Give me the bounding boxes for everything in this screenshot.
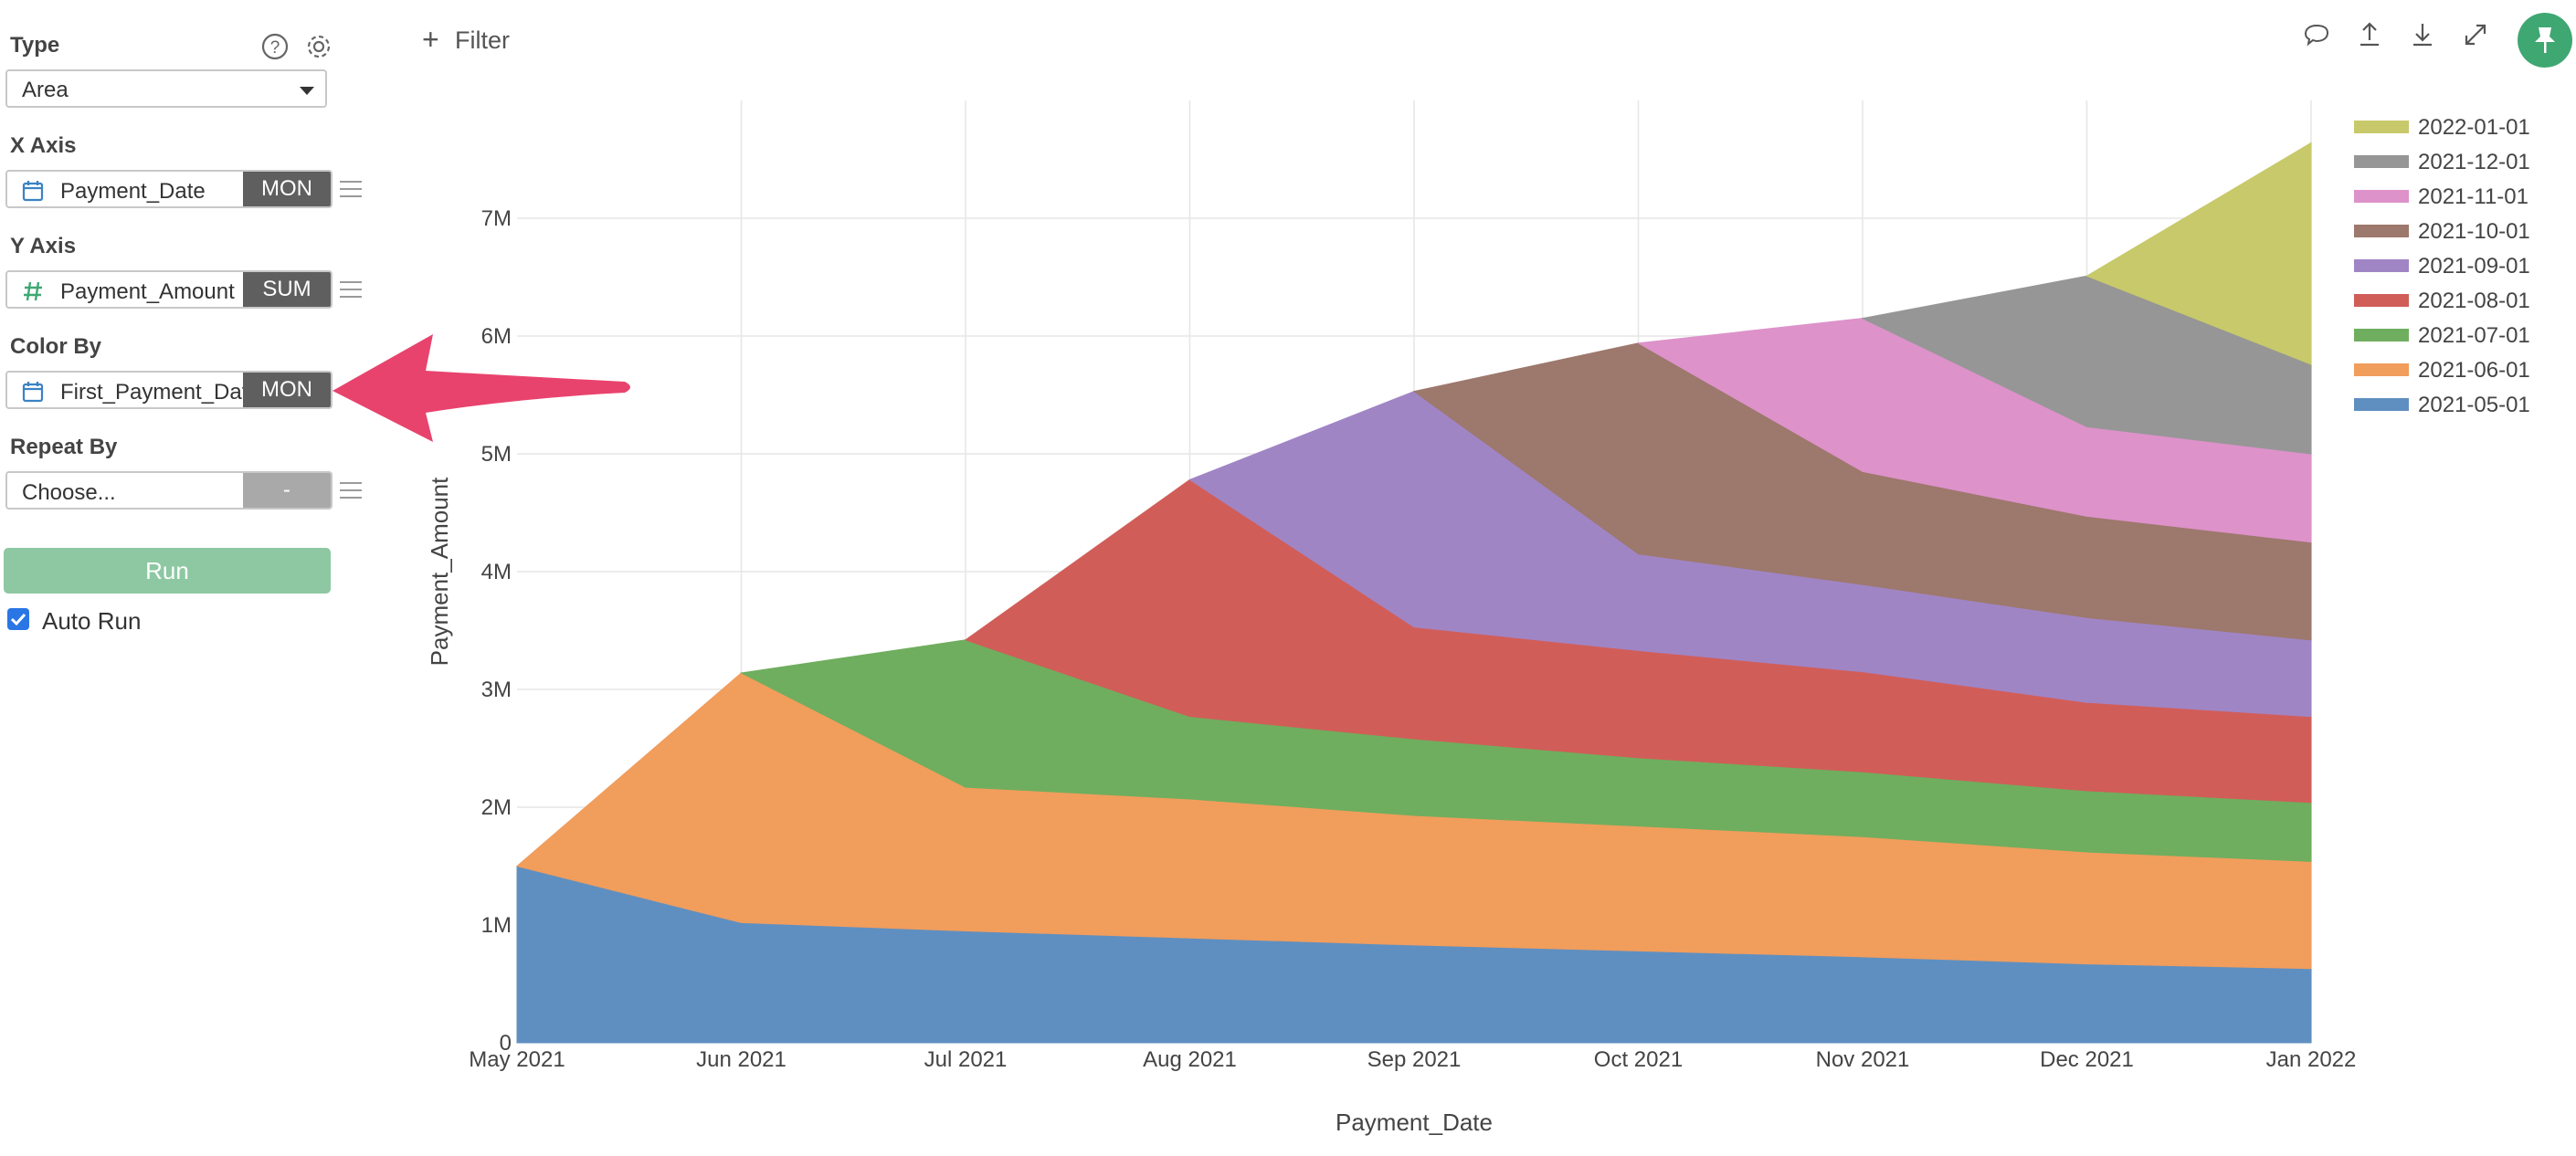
hash-icon [22,280,44,302]
legend-label[interactable]: 2021-06-01 [2418,358,2530,383]
y-tick-label: 3M [481,678,512,702]
expand-icon[interactable] [2461,20,2490,49]
svg-text:?: ? [270,38,280,58]
x-tick-label: Sep 2021 [1367,1047,1462,1072]
x-axis-title: Payment_Date [1336,1109,1493,1136]
y-axis-menu-icon[interactable] [340,281,362,300]
color-by-field[interactable]: First_Payment_Date MON [5,371,333,409]
legend-swatch[interactable] [2354,363,2409,376]
x-tick-label: Aug 2021 [1143,1047,1237,1072]
x-tick-label: Jan 2022 [2266,1047,2357,1072]
legend-swatch[interactable] [2354,190,2409,203]
y-tick-label: 5M [481,442,512,467]
legend-label[interactable]: 2021-07-01 [2418,323,2530,348]
legend-label[interactable]: 2022-01-01 [2418,115,2530,140]
y-tick-label: 1M [481,913,512,938]
x-axis-field[interactable]: Payment_Date MON [5,170,333,208]
help-icon[interactable]: ? [259,31,290,62]
chart-type-select[interactable]: Area [5,69,327,108]
area-series-2022-01-01[interactable] [2085,142,2312,365]
color-by-label: Color By [10,334,102,359]
config-panel: Type ? Area X Axis Payment_Date MON Y Ax… [0,0,365,1156]
legend-label[interactable]: 2021-12-01 [2418,150,2530,174]
calendar-icon [22,180,44,202]
pin-icon [2535,27,2555,53]
legend-label[interactable]: 2021-11-01 [2418,184,2528,209]
legend-swatch[interactable] [2354,294,2409,307]
x-tick-label: May 2021 [469,1047,565,1072]
x-axis-menu-icon[interactable] [340,181,362,199]
chart-legend: 2022-01-01 2021-12-01 2021-11-01 2021-10-01… [2354,115,2530,417]
y-tick-label: 6M [481,324,512,349]
x-axis-label: X Axis [10,133,77,158]
x-axis-aggregation[interactable]: MON [243,172,331,206]
repeat-by-label: Repeat By [10,435,118,459]
x-tick-label: Dec 2021 [2040,1047,2134,1072]
color-by-field-name: First_Payment_Date [60,380,248,405]
legend-label[interactable]: 2021-09-01 [2418,254,2530,278]
y-tick-label: 4M [481,560,512,584]
y-axis-label: Y Axis [10,234,77,258]
y-axis-aggregation[interactable]: SUM [243,272,331,307]
legend-label[interactable]: 2021-10-01 [2418,219,2530,244]
chevron-down-icon [300,87,314,95]
y-tick-label: 7M [481,206,512,231]
pin-button[interactable] [2518,13,2572,68]
comment-icon[interactable] [2302,20,2331,49]
legend-swatch[interactable] [2354,225,2409,237]
legend-swatch[interactable] [2354,329,2409,342]
upload-icon[interactable] [2355,20,2384,49]
x-axis-field-name: Payment_Date [60,179,206,204]
x-tick-label: Jun 2021 [696,1047,787,1072]
plus-icon: + [422,23,439,56]
legend-swatch[interactable] [2354,121,2409,133]
y-tick-label: 0 [500,1031,512,1056]
calendar-icon [22,381,44,403]
auto-run-label: Auto Run [42,607,142,635]
y-axis-field[interactable]: Payment_Amount SUM [5,270,333,309]
x-tick-label: Jul 2021 [924,1047,1008,1072]
legend-swatch[interactable] [2354,259,2409,272]
auto-run-checkbox[interactable] [7,608,29,630]
y-tick-label: 2M [481,795,512,820]
repeat-by-field[interactable]: Choose... - [5,471,333,510]
y-axis-field-name: Payment_Amount [60,279,235,304]
gear-icon[interactable] [303,31,334,62]
legend-swatch[interactable] [2354,398,2409,411]
repeat-by-menu-icon[interactable] [340,482,362,500]
legend-swatch[interactable] [2354,155,2409,168]
run-button[interactable]: Run [4,548,331,594]
type-label: Type [10,33,60,58]
x-tick-label: Nov 2021 [1816,1047,1910,1072]
legend-label[interactable]: 2021-08-01 [2418,289,2530,313]
filter-label: Filter [455,26,510,54]
y-axis-title: Payment_Amount [426,477,453,666]
annotation-arrow-icon [333,334,630,442]
chart-type-value: Area [22,78,69,102]
color-by-aggregation[interactable]: MON [243,373,331,407]
x-tick-label: Oct 2021 [1594,1047,1683,1072]
download-icon[interactable] [2408,20,2437,49]
legend-label[interactable]: 2021-05-01 [2418,393,2530,417]
repeat-by-aggregation[interactable]: - [243,473,331,508]
repeat-by-placeholder: Choose... [22,480,116,505]
